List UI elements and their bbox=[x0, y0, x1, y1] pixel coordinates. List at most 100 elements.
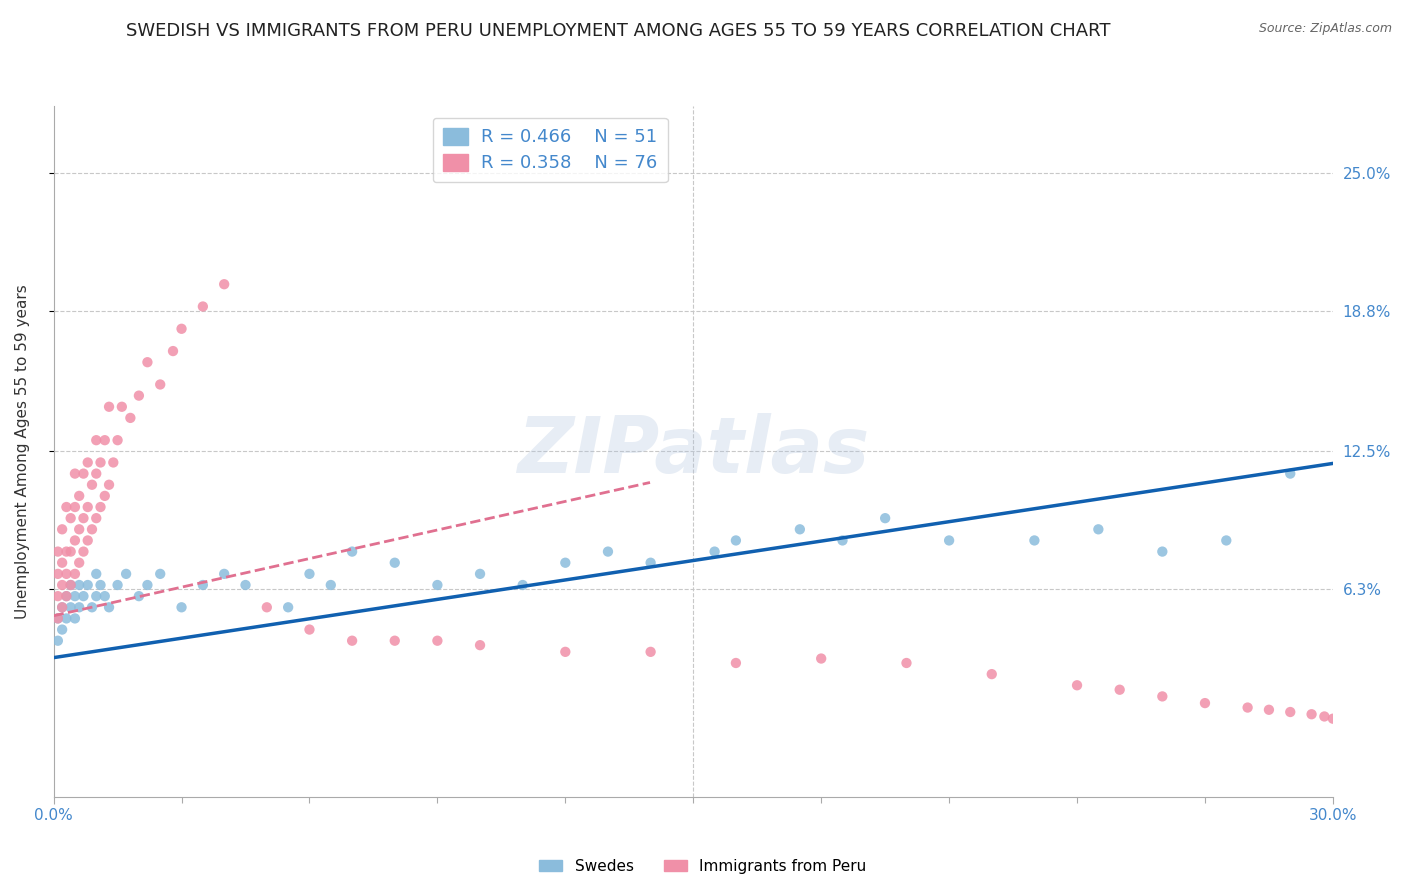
Point bbox=[51, 600, 73, 615]
Point bbox=[80, 522, 103, 536]
Point bbox=[875, 511, 897, 525]
Point bbox=[84, 566, 107, 581]
Point bbox=[1152, 690, 1174, 704]
Point bbox=[512, 578, 534, 592]
Point bbox=[89, 455, 111, 469]
Point bbox=[67, 522, 90, 536]
Point bbox=[46, 611, 69, 625]
Point bbox=[46, 589, 69, 603]
Point bbox=[1236, 700, 1258, 714]
Point bbox=[55, 589, 77, 603]
Legend: R = 0.466    N = 51, R = 0.358    N = 76: R = 0.466 N = 51, R = 0.358 N = 76 bbox=[433, 118, 668, 183]
Point bbox=[76, 578, 98, 592]
Point bbox=[810, 651, 832, 665]
Point bbox=[831, 533, 853, 548]
Point bbox=[55, 544, 77, 558]
Point bbox=[63, 566, 86, 581]
Point bbox=[67, 556, 90, 570]
Point bbox=[938, 533, 960, 548]
Point bbox=[84, 467, 107, 481]
Point bbox=[98, 600, 121, 615]
Point bbox=[67, 600, 90, 615]
Point bbox=[67, 578, 90, 592]
Point bbox=[94, 433, 117, 447]
Point bbox=[67, 489, 90, 503]
Point bbox=[703, 544, 725, 558]
Point bbox=[1355, 718, 1378, 732]
Point bbox=[98, 400, 121, 414]
Point bbox=[55, 566, 77, 581]
Point bbox=[51, 522, 73, 536]
Point bbox=[1322, 712, 1344, 726]
Point bbox=[340, 633, 363, 648]
Text: Source: ZipAtlas.com: Source: ZipAtlas.com bbox=[1258, 22, 1392, 36]
Point bbox=[80, 600, 103, 615]
Point bbox=[1330, 714, 1353, 728]
Point bbox=[789, 522, 811, 536]
Point bbox=[72, 544, 94, 558]
Point bbox=[640, 556, 662, 570]
Point bbox=[149, 566, 172, 581]
Point bbox=[212, 277, 235, 292]
Point bbox=[80, 477, 103, 491]
Point bbox=[384, 556, 406, 570]
Point bbox=[298, 566, 321, 581]
Point bbox=[640, 645, 662, 659]
Text: SWEDISH VS IMMIGRANTS FROM PERU UNEMPLOYMENT AMONG AGES 55 TO 59 YEARS CORRELATI: SWEDISH VS IMMIGRANTS FROM PERU UNEMPLOY… bbox=[127, 22, 1111, 40]
Point bbox=[1279, 467, 1302, 481]
Point bbox=[1066, 678, 1088, 692]
Point bbox=[468, 566, 491, 581]
Point bbox=[84, 589, 107, 603]
Point bbox=[384, 633, 406, 648]
Point bbox=[94, 489, 117, 503]
Point bbox=[63, 500, 86, 514]
Point bbox=[51, 600, 73, 615]
Point bbox=[896, 656, 918, 670]
Point bbox=[1313, 709, 1336, 723]
Point bbox=[724, 533, 747, 548]
Point bbox=[107, 578, 129, 592]
Point bbox=[1279, 705, 1302, 719]
Point bbox=[980, 667, 1002, 681]
Point bbox=[1024, 533, 1046, 548]
Point bbox=[1108, 682, 1130, 697]
Point bbox=[51, 623, 73, 637]
Point bbox=[724, 656, 747, 670]
Point bbox=[59, 578, 82, 592]
Point bbox=[426, 633, 449, 648]
Point bbox=[170, 322, 193, 336]
Point bbox=[46, 611, 69, 625]
Point bbox=[120, 411, 142, 425]
Point bbox=[46, 544, 69, 558]
Point bbox=[319, 578, 342, 592]
Point bbox=[340, 544, 363, 558]
Point bbox=[107, 433, 129, 447]
Point bbox=[89, 578, 111, 592]
Point bbox=[111, 400, 134, 414]
Point bbox=[1258, 703, 1281, 717]
Point bbox=[59, 600, 82, 615]
Point bbox=[46, 566, 69, 581]
Point bbox=[136, 355, 159, 369]
Point bbox=[554, 645, 576, 659]
Point bbox=[128, 589, 150, 603]
Point bbox=[59, 544, 82, 558]
Point bbox=[1301, 707, 1323, 722]
Point bbox=[59, 511, 82, 525]
Point bbox=[212, 566, 235, 581]
Point bbox=[1152, 544, 1174, 558]
Point bbox=[94, 589, 117, 603]
Point bbox=[55, 500, 77, 514]
Point bbox=[170, 600, 193, 615]
Point bbox=[235, 578, 257, 592]
Point bbox=[1364, 721, 1386, 735]
Point bbox=[103, 455, 125, 469]
Point bbox=[596, 544, 619, 558]
Point bbox=[468, 638, 491, 652]
Point bbox=[1087, 522, 1109, 536]
Point bbox=[1194, 696, 1216, 710]
Point bbox=[55, 611, 77, 625]
Point bbox=[72, 467, 94, 481]
Point bbox=[191, 578, 214, 592]
Point bbox=[63, 589, 86, 603]
